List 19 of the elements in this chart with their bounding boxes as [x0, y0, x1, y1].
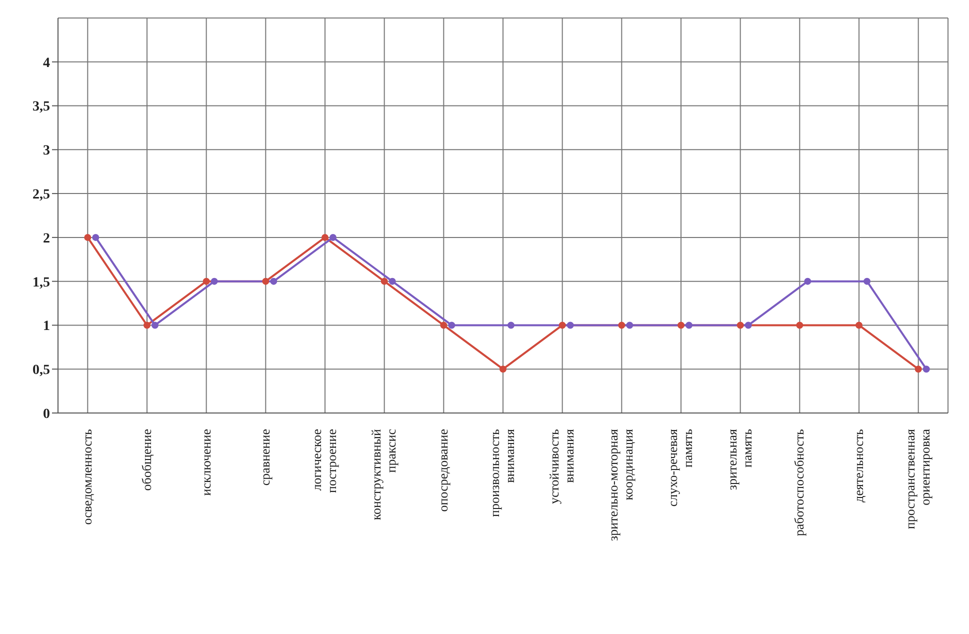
- x-tick-label: деятельность: [851, 428, 866, 502]
- y-tick-label: 2: [43, 231, 50, 246]
- x-tick-label: сравнение: [258, 428, 273, 486]
- x-tick-label: осведомленность: [80, 428, 95, 525]
- x-tick-label: зрительная память: [724, 428, 754, 490]
- y-tick-label: 1,5: [32, 275, 50, 290]
- y-tick-label: 0: [43, 406, 50, 422]
- x-tick-label: опосредование: [436, 428, 451, 512]
- y-tick-label: 4: [43, 56, 50, 71]
- y-tick-label: 1: [43, 319, 50, 334]
- y-tick-label: 3,5: [32, 100, 50, 115]
- x-tick-label: слухо-речевая память: [665, 428, 695, 507]
- y-tick-label: 2,5: [32, 188, 50, 203]
- x-tick-label: конструктивный праксис: [368, 428, 398, 520]
- x-tick-label: работоспособность: [792, 428, 807, 536]
- x-tick-label: исключение: [198, 428, 214, 496]
- y-tick-label: 3: [43, 144, 50, 159]
- y-tick-label: 0,5: [32, 363, 50, 378]
- x-tick-label: обобщение: [139, 428, 154, 491]
